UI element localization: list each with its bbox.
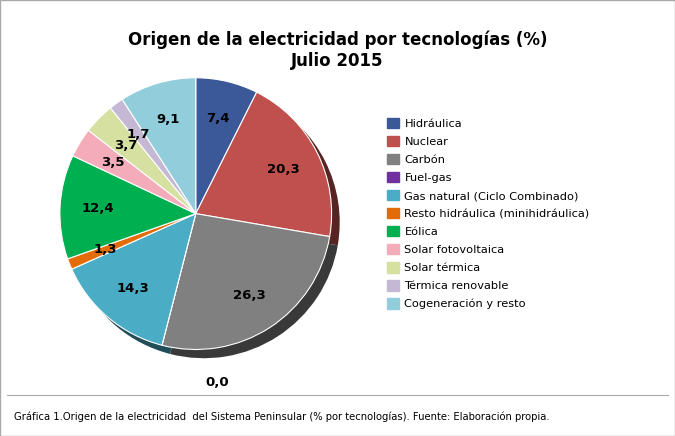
Text: Origen de la electricidad por tecnologías (%)
Julio 2015: Origen de la electricidad por tecnología… [128,31,547,70]
Text: 12,4: 12,4 [82,202,114,215]
Wedge shape [81,139,204,222]
Wedge shape [170,222,204,354]
Text: Gráfica 1.Origen de la electricidad  del Sistema Peninsular (% por tecnologías).: Gráfica 1.Origen de la electricidad del … [14,411,549,422]
Wedge shape [162,214,329,350]
Wedge shape [170,222,338,358]
Wedge shape [204,86,265,222]
Text: 20,3: 20,3 [267,163,300,176]
Wedge shape [130,86,204,222]
Wedge shape [88,108,196,214]
Wedge shape [111,99,196,214]
Text: 26,3: 26,3 [233,289,265,302]
Legend: Hidráulica, Nuclear, Carbón, Fuel-gas, Gas natural (Ciclo Combinado), Resto hidr: Hidráulica, Nuclear, Carbón, Fuel-gas, G… [387,118,589,310]
Wedge shape [68,164,204,268]
Text: 0,0: 0,0 [205,376,229,389]
Wedge shape [68,214,196,269]
Text: 1,3: 1,3 [93,243,117,256]
Text: 9,1: 9,1 [157,113,180,126]
Text: 3,7: 3,7 [114,139,138,152]
Wedge shape [80,222,204,354]
Text: 14,3: 14,3 [116,282,149,295]
Text: 7,4: 7,4 [207,112,230,125]
Wedge shape [119,108,204,222]
Wedge shape [122,78,196,214]
Wedge shape [97,116,204,222]
Wedge shape [76,222,204,278]
Text: 3,5: 3,5 [101,156,124,169]
Wedge shape [196,92,331,237]
Wedge shape [196,78,256,214]
Wedge shape [162,214,196,345]
Wedge shape [60,156,196,259]
Wedge shape [73,130,196,214]
Wedge shape [204,101,340,245]
Text: 1,7: 1,7 [127,128,151,141]
Wedge shape [72,214,196,345]
